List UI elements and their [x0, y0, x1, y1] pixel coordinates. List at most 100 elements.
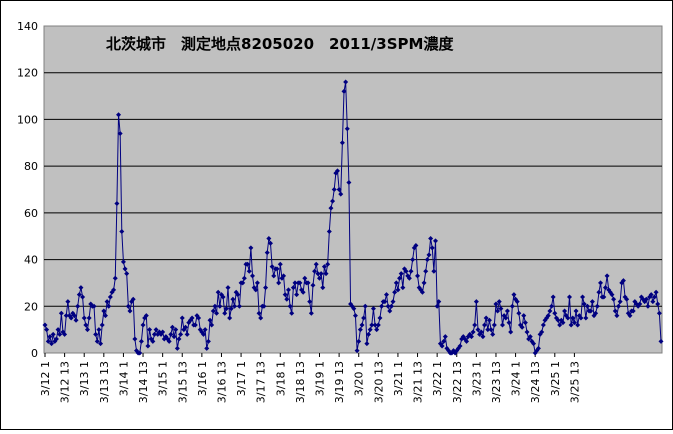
data-point-78 [169, 324, 175, 330]
data-point-289 [514, 299, 520, 305]
data-point-152 [290, 285, 296, 291]
data-point-43 [112, 275, 118, 281]
data-point-295 [524, 329, 530, 335]
data-point-240 [434, 303, 440, 309]
data-point-212 [388, 303, 394, 309]
data-point-360 [630, 308, 636, 314]
x-tick-label-27: 3/25 13 [568, 361, 581, 403]
data-point-12 [62, 331, 68, 337]
data-point-186 [346, 179, 352, 185]
data-point-16 [68, 315, 74, 321]
data-point-165 [312, 268, 318, 274]
data-point-200 [369, 322, 375, 328]
x-tick-label-12: 3/18 1 [274, 361, 287, 396]
data-point-111 [223, 306, 229, 312]
data-point-310 [549, 303, 555, 309]
data-point-79 [171, 334, 177, 340]
data-point-34 [98, 341, 104, 347]
data-point-27 [86, 315, 92, 321]
data-point-321 [566, 294, 572, 300]
data-point-14 [65, 299, 71, 305]
data-point-59 [138, 338, 144, 344]
x-tick-label-20: 3/22 1 [431, 361, 444, 396]
data-point-323 [570, 315, 576, 321]
data-point-104 [212, 303, 218, 309]
data-point-185 [344, 126, 350, 132]
data-point-54 [130, 296, 136, 302]
data-point-100 [205, 338, 211, 344]
x-tick-label-9: 3/16 13 [215, 361, 228, 403]
data-point-335 [589, 299, 595, 305]
data-point-195 [361, 315, 367, 321]
data-point-173 [325, 261, 331, 267]
data-point-171 [321, 264, 327, 270]
data-point-170 [320, 285, 326, 291]
data-point-150 [287, 303, 293, 309]
data-point-116 [232, 303, 238, 309]
data-point-138 [267, 240, 273, 246]
data-point-161 [305, 280, 311, 286]
data-point-372 [650, 299, 656, 305]
data-point-283 [504, 308, 510, 314]
data-point-352 [617, 299, 623, 305]
x-tick-label-17: 3/20 13 [372, 361, 385, 403]
data-point-219 [400, 285, 406, 291]
data-point-60 [140, 322, 146, 328]
data-point-205 [377, 315, 383, 321]
data-point-4 [49, 341, 55, 347]
data-point-340 [598, 280, 604, 286]
data-point-299 [531, 341, 537, 347]
series-layer [42, 79, 664, 356]
data-point-115 [230, 296, 236, 302]
data-point-184 [343, 79, 349, 85]
data-point-245 [442, 334, 448, 340]
data-point-110 [222, 310, 228, 316]
data-point-293 [521, 313, 527, 319]
data-point-305 [540, 322, 546, 328]
data-point-263 [472, 322, 478, 328]
data-point-190 [352, 313, 358, 319]
data-point-211 [387, 308, 393, 314]
data-point-40 [107, 294, 113, 300]
data-point-18 [71, 313, 77, 319]
data-point-279 [498, 306, 504, 312]
data-point-326 [575, 322, 581, 328]
data-point-373 [651, 294, 657, 300]
data-point-180 [336, 187, 342, 192]
data-point-140 [271, 273, 277, 279]
data-point-292 [519, 324, 525, 330]
data-point-309 [547, 308, 553, 314]
data-point-244 [441, 338, 447, 344]
data-point-32 [94, 338, 100, 344]
y-tick-label-7: 140 [17, 20, 38, 33]
data-point-208 [382, 299, 388, 305]
data-point-103 [210, 308, 216, 314]
data-point-181 [338, 191, 344, 197]
x-tick-label-8: 3/16 1 [196, 361, 209, 396]
data-point-243 [439, 343, 445, 349]
data-point-167 [315, 271, 321, 277]
data-point-223 [406, 275, 412, 281]
x-tick-label-11: 3/17 13 [255, 361, 268, 403]
data-point-317 [560, 320, 566, 326]
data-point-369 [645, 303, 651, 309]
data-point-5 [50, 331, 56, 337]
data-point-24 [81, 315, 87, 321]
data-point-9 [57, 331, 63, 337]
data-point-8 [55, 327, 61, 333]
data-point-350 [614, 313, 620, 319]
data-point-175 [328, 205, 334, 211]
data-point-66 [150, 338, 156, 344]
data-point-262 [470, 329, 476, 335]
data-point-168 [317, 275, 323, 281]
data-point-325 [573, 308, 579, 314]
x-tick-label-3: 3/13 13 [98, 361, 111, 403]
grid-layer [44, 72, 662, 307]
x-tick-label-19: 3/21 13 [412, 361, 425, 403]
data-point-191 [354, 348, 360, 354]
data-point-268 [480, 334, 486, 340]
data-point-224 [408, 268, 414, 274]
data-point-198 [366, 331, 372, 337]
data-point-22 [78, 285, 84, 291]
